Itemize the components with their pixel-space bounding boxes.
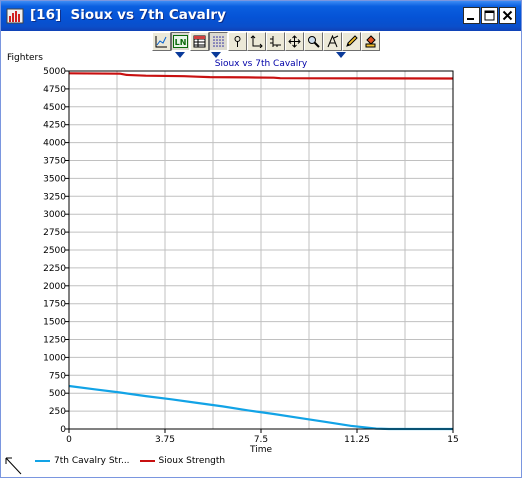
window-title: [16] Sioux vs 7th Cavalry <box>30 7 226 23</box>
grid-toggle-button[interactable] <box>209 32 228 51</box>
y-tick-label: 4750 <box>43 85 66 95</box>
y-tick-label: 500 <box>49 389 66 399</box>
text-annotate-icon <box>327 35 339 48</box>
x-tick-label: 15 <box>447 435 458 445</box>
axis-icon <box>250 35 263 48</box>
zoom-icon <box>308 36 320 48</box>
y-tick-label: 4000 <box>43 139 66 149</box>
dropdown-indicator-icon[interactable] <box>336 52 346 58</box>
y-tick-label: 2500 <box>43 246 66 256</box>
y-tick-label: 2250 <box>43 264 66 274</box>
move-button[interactable] <box>285 32 304 51</box>
plot-frame <box>68 70 454 430</box>
y-tick-label: 2750 <box>43 228 66 238</box>
chart-title: Sioux vs 7th Cavalry <box>214 59 308 69</box>
legend-label: 7th Cavalry Str... <box>54 456 130 466</box>
line-graph-icon: LN <box>173 35 188 48</box>
legend-swatch <box>139 460 155 462</box>
y-tick-label: 5000 <box>43 67 66 77</box>
x-tick-label: 7.5 <box>254 435 268 445</box>
legend-item[interactable]: 7th Cavalry Str... <box>35 456 130 466</box>
graph-type-button[interactable] <box>152 32 171 51</box>
minimize-icon <box>467 18 474 20</box>
zoom-button[interactable] <box>304 32 323 51</box>
y-tick-label: 250 <box>49 407 66 417</box>
cavalry-strength-line[interactable] <box>68 384 453 431</box>
pin-button[interactable] <box>228 32 247 51</box>
graph-window-icon[interactable] <box>6 8 24 24</box>
y-tick-label: 1750 <box>43 300 66 310</box>
y-tick-label: 4500 <box>43 103 66 113</box>
y-tick-label: 3750 <box>43 157 66 167</box>
maximize-button[interactable] <box>481 7 498 24</box>
resize-grip-icon <box>5 457 22 475</box>
y-axis-label: Fighters <box>7 53 43 63</box>
y-tick-label: 1000 <box>43 353 66 363</box>
maximize-icon <box>484 10 495 21</box>
move-icon <box>288 35 301 48</box>
y-tick-label: 3000 <box>43 210 66 220</box>
x-tick-label: 0 <box>66 435 72 445</box>
y-tick-label: 0 <box>60 425 66 435</box>
axis-scale-button[interactable] <box>266 32 285 51</box>
graph-toolbar: LN <box>152 32 380 52</box>
pencil-icon <box>346 35 358 47</box>
chart-area: Fighters Sioux vs 7th Cavalry 0 250 500 750… <box>1 53 521 478</box>
close-icon <box>502 10 513 21</box>
paint-bucket-icon <box>365 35 376 48</box>
pencil-button[interactable] <box>342 32 361 51</box>
y-tick-label: 1500 <box>43 318 66 328</box>
x-tick-label: 11.25 <box>344 435 370 445</box>
resize-grip[interactable] <box>5 456 23 476</box>
chart-legend: 7th Cavalry Str... Sioux Strength <box>35 456 235 466</box>
y-tick-label: 750 <box>49 371 66 381</box>
sioux-strength-line[interactable] <box>68 72 454 80</box>
legend-item[interactable]: Sioux Strength <box>139 456 226 466</box>
x-axis-label: Time <box>249 445 273 455</box>
dropdown-indicator-icon[interactable] <box>211 52 221 58</box>
y-tick-label: 3500 <box>43 174 66 184</box>
graph-icon <box>155 36 167 48</box>
paint-bucket-button[interactable] <box>361 32 380 51</box>
axis-button[interactable] <box>247 32 266 51</box>
line-graph-button[interactable]: LN <box>171 32 190 51</box>
close-button[interactable] <box>499 7 516 24</box>
line-chart[interactable]: 0 250 500 750 1000 1250 1500 1750 2000 2250 2500 27… <box>1 53 521 453</box>
title-bar[interactable]: [16] Sioux vs 7th Cavalry <box>1 1 521 31</box>
grid-icon <box>213 36 224 47</box>
y-tick-label: 3250 <box>43 192 66 202</box>
legend-label: Sioux Strength <box>158 456 226 466</box>
table-icon <box>193 35 206 48</box>
minimize-button[interactable] <box>463 7 480 24</box>
table-view-button[interactable] <box>190 32 209 51</box>
y-tick-label: 1250 <box>43 336 66 346</box>
y-tick-label: 4250 <box>43 121 66 131</box>
x-tick-label: 3.75 <box>155 435 175 445</box>
svg-text:LN: LN <box>175 38 187 47</box>
legend-swatch <box>35 460 50 462</box>
axis-scale-icon <box>270 36 281 47</box>
text-annotate-button[interactable] <box>323 32 342 51</box>
y-tick-label: 2000 <box>43 282 66 292</box>
dropdown-indicator-icon[interactable] <box>175 52 185 58</box>
pin-icon <box>234 36 241 47</box>
